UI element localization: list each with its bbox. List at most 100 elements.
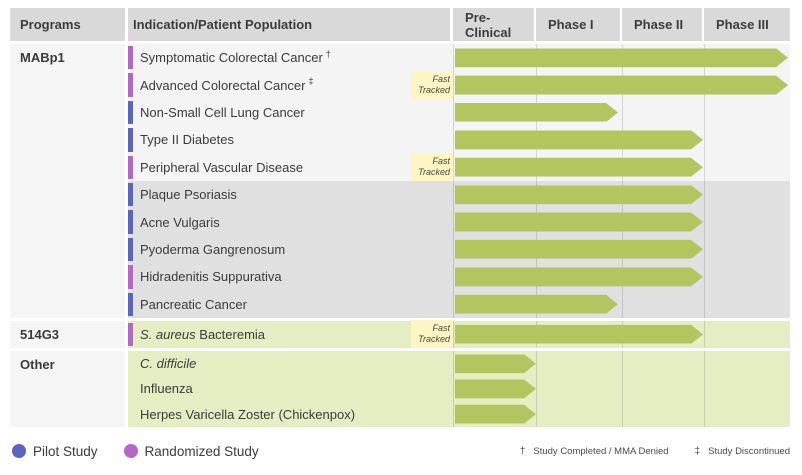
progress-arrow (455, 185, 703, 204)
legend-item-randomized: Randomized Study (123, 443, 259, 459)
column-header-phase3: Phase III (704, 8, 790, 41)
study-type-bar (128, 155, 133, 179)
column-separator (453, 44, 454, 72)
pipeline-row: Type II Diabetes (128, 126, 790, 154)
table-header: Programs Indication/Patient Population P… (10, 8, 790, 41)
column-separator (453, 180, 454, 209)
indication-label: Non-Small Cell Lung Cancer (140, 99, 305, 126)
indication-label: Pyoderma Gangrenosum (140, 236, 285, 263)
progress-arrow (455, 379, 536, 398)
column-separator (453, 208, 454, 236)
study-type-bar (128, 322, 133, 346)
program-cell: 514G3 (10, 320, 125, 348)
column-separator (453, 263, 454, 291)
column-separator (453, 320, 454, 348)
pipeline-row: Herpes Varicella Zoster (Chickenpox) (128, 401, 790, 427)
progress-arrow (455, 213, 703, 232)
column-separator (453, 126, 454, 154)
column-separator (704, 98, 705, 127)
column-separator (622, 350, 623, 377)
study-type-bar (128, 100, 133, 125)
indication-label-text: Hidradenitis Suppurativa (140, 269, 282, 285)
block-rows: S. aureus Bacteremia Fast Tracked (128, 320, 790, 349)
indication-label: Pancreatic Cancer (140, 291, 247, 318)
indication-label: Symptomatic Colorectal Cancer † (140, 44, 331, 71)
indication-label-text: Herpes Varicella Zoster (Chickenpox) (140, 406, 356, 422)
column-separator (536, 401, 537, 427)
pipeline-blocks: MABp1 Symptomatic Colorectal Cancer † Advan… (10, 44, 790, 430)
indication-label: Advanced Colorectal Cancer ‡ (140, 71, 314, 98)
column-separator (536, 350, 537, 377)
pipeline-row: C. difficile (128, 350, 790, 377)
column-separator (704, 180, 705, 209)
footnote-mark-icon: † (325, 48, 331, 59)
fast-tracked-badge: Fast Tracked (411, 320, 453, 349)
progress-arrow (455, 325, 703, 344)
column-separator (704, 153, 705, 181)
program-cell: Other (10, 350, 125, 427)
study-type-bar (128, 292, 133, 316)
column-separator (704, 320, 705, 348)
progress-arrow (455, 240, 703, 259)
column-separator (536, 376, 537, 402)
legend-item-label: Randomized Study (144, 443, 259, 459)
pipeline-row: Pancreatic Cancer (128, 290, 790, 318)
column-separator (453, 71, 454, 99)
legend: Pilot Study Randomized Study † Study Com… (12, 441, 790, 461)
study-type-bar (128, 210, 133, 234)
indication-label-text: Acne Vulgaris (140, 214, 220, 230)
footnote-double-dagger: ‡ Study Discontinued (695, 446, 790, 457)
study-type-bar (128, 46, 133, 70)
indication-label-text: Type II Diabetes (140, 132, 234, 148)
double-dagger-icon: ‡ (694, 445, 701, 457)
column-separator (453, 376, 454, 402)
fast-tracked-badge: Fast Tracked (411, 153, 453, 182)
legend-item-label: Pilot Study (33, 443, 98, 459)
column-separator (622, 376, 623, 402)
fast-tracked-line1: Fast (432, 74, 450, 85)
legend-items: Pilot Study Randomized Study (12, 444, 259, 459)
pipeline-row: Influenza (128, 376, 790, 402)
column-separator (704, 401, 705, 427)
column-header-preclinical: Pre-Clinical (453, 8, 534, 41)
fast-tracked-badge: Fast Tracked (411, 71, 453, 100)
column-separator (453, 98, 454, 127)
pipeline-row: Hidradenitis Suppurativa (128, 263, 790, 291)
pipeline-row: Symptomatic Colorectal Cancer † (128, 44, 790, 72)
indication-label-text: Pyoderma Gangrenosum (140, 241, 286, 257)
program-block: Other C. difficile Influenza Herpes Varicel… (10, 350, 790, 427)
indication-label: Herpes Varicella Zoster (Chickenpox) (140, 402, 355, 427)
indication-label: Acne Vulgaris (140, 208, 220, 235)
column-header-phase2: Phase II (622, 8, 702, 41)
pipeline-row: Plaque Psoriasis (128, 180, 790, 209)
indication-label-text: Non-Small Cell Lung Cancer (140, 104, 305, 120)
randomized-study-dot-icon (123, 444, 138, 458)
column-separator (453, 290, 454, 318)
legend-notes: † Study Completed / MMA Denied ‡ Study D… (520, 446, 790, 457)
footnote-text: Study Completed / MMA Denied (533, 445, 669, 457)
program-cell: MABp1 (10, 44, 125, 318)
pipeline-row: Non-Small Cell Lung Cancer (128, 98, 790, 127)
indication-label: Type II Diabetes (140, 126, 234, 153)
indication-label: Plaque Psoriasis (140, 181, 237, 208)
block-rows: C. difficile Influenza Herpes Varicella Zo… (128, 350, 790, 427)
indication-label-text: Advanced Colorectal Cancer (140, 77, 306, 93)
pilot-study-dot-icon (12, 444, 26, 458)
fast-tracked-line1: Fast (432, 156, 450, 167)
column-separator (704, 126, 705, 154)
column-separator (622, 290, 623, 318)
progress-arrow (455, 130, 703, 149)
study-type-bar (128, 73, 133, 97)
column-separator (704, 290, 705, 318)
column-separator (453, 401, 454, 427)
program-block: 514G3 S. aureus Bacteremia Fast Tracked (10, 320, 790, 349)
indication-label-italic: C. difficile (140, 356, 197, 372)
column-separator (453, 153, 454, 181)
footnote-dagger: † Study Completed / MMA Denied (520, 446, 669, 457)
indication-label-italic: S. aureus (140, 326, 196, 342)
pipeline-row: Acne Vulgaris (128, 208, 790, 236)
column-header-phase1: Phase I (536, 8, 620, 41)
pipeline-row: Pyoderma Gangrenosum (128, 235, 790, 264)
study-type-bar (128, 128, 133, 152)
